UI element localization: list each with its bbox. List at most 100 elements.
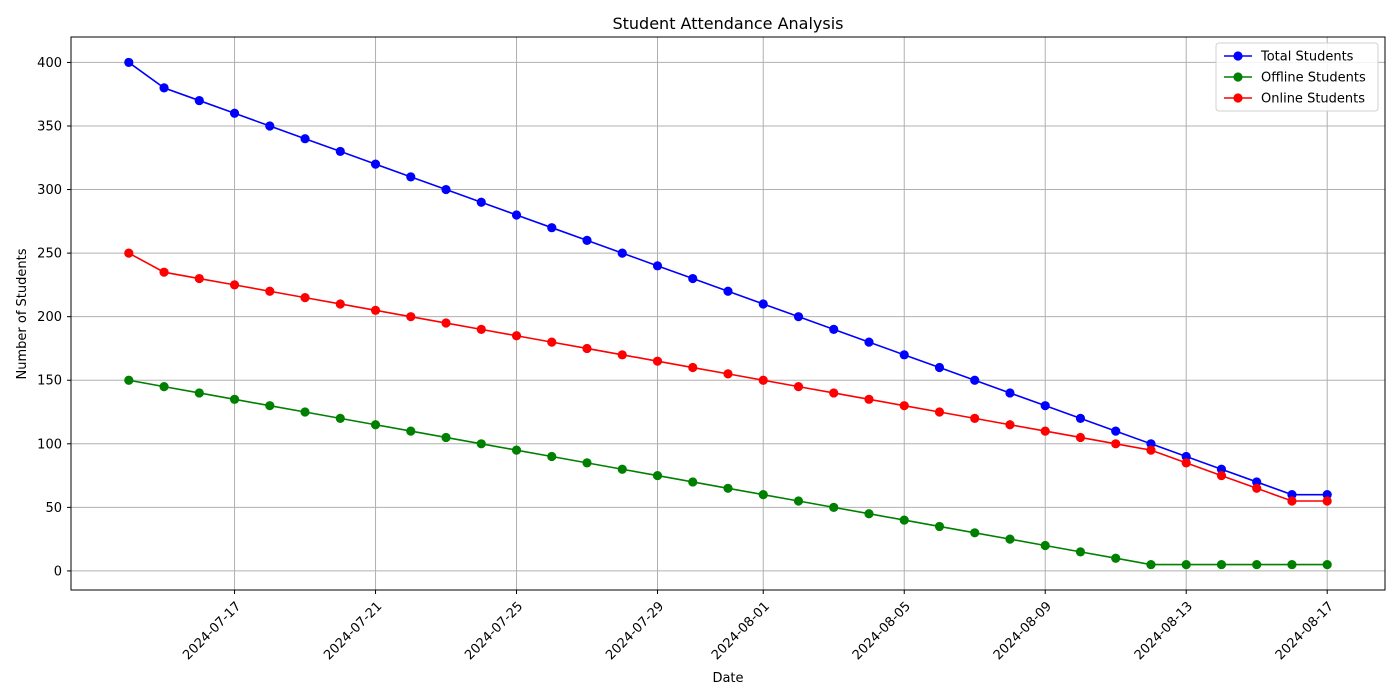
series-1-point (688, 273, 698, 284)
series-1-point (406, 172, 416, 182)
series-line-2 (128, 379, 1328, 566)
series-3-point (441, 318, 451, 328)
series-2-point (1040, 540, 1050, 551)
legend-swatch-marker (1233, 93, 1243, 103)
series-3-point (1040, 426, 1050, 436)
series-2-point (934, 521, 945, 532)
series-2-point (1005, 534, 1015, 544)
series-1-point (864, 337, 874, 347)
series-1-point (1322, 490, 1332, 500)
series-3-point (582, 343, 592, 354)
series-3-point (194, 273, 204, 284)
series-2-point (1181, 559, 1191, 570)
series-1-point (899, 350, 909, 360)
legend-label: Offline Students (1261, 71, 1366, 86)
series-1-point (723, 286, 733, 296)
series-2-point (1075, 547, 1086, 557)
series-2-point (229, 394, 240, 404)
x-tick-label: 2024-08-09 (991, 599, 1055, 663)
series-line-1 (128, 61, 1328, 496)
series-3-point (758, 375, 768, 385)
series-3-point (723, 369, 733, 379)
series-1-point (547, 223, 557, 233)
y-tick-label: 200 (37, 310, 62, 325)
series-3-point (864, 394, 874, 404)
series-1-point (159, 83, 169, 93)
series-1-point (970, 375, 980, 385)
series-2-point (335, 413, 345, 423)
series-1-point (229, 108, 240, 118)
series-1-point (829, 324, 839, 334)
series-2-point (476, 439, 486, 449)
series-1-point (370, 159, 381, 169)
series-3-point (1146, 445, 1156, 455)
y-tick-label: 50 (45, 501, 62, 516)
y-tick-label: 150 (37, 374, 62, 389)
series-3-point (1005, 420, 1015, 430)
series-1-point (335, 146, 345, 157)
series-2-point (265, 401, 275, 411)
series-1-point (617, 248, 627, 258)
series-2-point (124, 375, 134, 385)
series-3-point (970, 413, 980, 423)
series-1-point (1075, 413, 1086, 423)
series-1-point (1181, 451, 1191, 462)
legend-swatch-marker (1233, 72, 1243, 82)
series-2-point (370, 420, 381, 430)
legend: Total Students Offline Students Online Stu… (1215, 42, 1379, 112)
y-tick-label: 100 (37, 437, 62, 452)
series-3-point (793, 381, 804, 392)
series-1-point (124, 57, 134, 68)
series-2-point (194, 388, 204, 398)
series-3-point (1111, 439, 1121, 449)
series-3-point (300, 293, 310, 303)
y-tick-label: 250 (37, 247, 62, 262)
series-1-point (1216, 464, 1227, 474)
series-2-point (1111, 553, 1121, 563)
series-1-point (1005, 388, 1015, 398)
series-1-point (934, 362, 945, 373)
series-3-point (265, 286, 275, 296)
series-1-point (300, 134, 310, 144)
x-tick-label: 2024-07-29 (603, 599, 667, 663)
series-2-point (1252, 559, 1262, 570)
legend-swatch-marker (1233, 51, 1243, 61)
series-1-point (793, 312, 804, 322)
series-2-point (582, 458, 592, 468)
y-tick-label: 300 (37, 183, 62, 198)
x-tick-label: 2024-07-21 (321, 599, 385, 663)
series-1-point (511, 210, 522, 220)
series-1-point (758, 299, 768, 309)
x-tick-label: 2024-08-13 (1132, 599, 1196, 663)
legend-label: Online Students (1261, 92, 1365, 107)
x-tick-label: 2024-08-17 (1273, 599, 1337, 663)
chart-title: Student Attendance Analysis (612, 14, 843, 33)
series-1-point (1111, 426, 1121, 436)
series-3-point (229, 280, 240, 290)
series-1-point (194, 95, 204, 106)
series-3-point (1287, 496, 1297, 506)
series-1-point (652, 261, 663, 271)
y-axis-label: Number of Students (15, 248, 30, 379)
series-3-point (335, 299, 345, 309)
x-tick-label: 2024-08-05 (850, 599, 914, 663)
series-1-point (441, 184, 451, 195)
series-2-point (441, 432, 451, 443)
series-2-point (1146, 559, 1156, 570)
series-2-point (547, 451, 557, 462)
axis-layer: 0 50 100 150 200 250 300 350 400 2024-07-17 2024-0… (37, 56, 1337, 663)
series-2-point (1216, 559, 1227, 570)
series-3-point (1322, 496, 1332, 506)
series-2-point (829, 502, 839, 512)
series-2-point (300, 407, 310, 417)
x-tick-label: 2024-07-25 (462, 599, 526, 663)
series-3-point (1181, 458, 1191, 468)
series-2-point (688, 477, 698, 487)
series-1-point (582, 235, 592, 246)
x-tick-label: 2024-08-01 (709, 599, 773, 663)
series-3-point (617, 350, 627, 360)
plot-frame (70, 36, 1386, 591)
legend-box (1215, 42, 1379, 112)
